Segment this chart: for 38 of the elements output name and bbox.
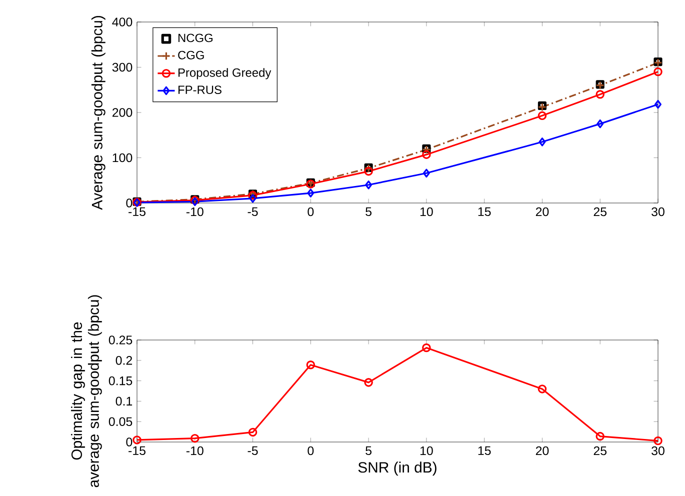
x-tick-label: 10 [420,446,433,456]
legend-label: CGG [178,50,204,60]
y-tick-label: 400 [112,18,132,26]
x-tick-label: 20 [536,446,549,456]
x-tick-label: 25 [594,207,607,216]
y-tick-label: 0.05 [108,417,132,426]
y-tick-label: 0.1 [116,396,132,406]
x-tick-label: 15 [478,446,491,456]
y-tick-label: 0.2 [116,356,132,365]
x-tick-label: -15 [128,446,146,456]
x-tick-label: 5 [366,207,372,216]
x-tick-label: 30 [652,207,664,216]
y-tick-label: 200 [112,108,132,117]
legend-label: Proposed Greedy [178,68,272,80]
y-tick-label: 0.25 [108,336,132,344]
y-tick-label: 0.15 [108,376,132,386]
x-tick-label: 20 [536,207,549,216]
y-axis-title: Average sum-goodput (bpcu) [91,16,106,210]
x-tick-label: 25 [594,446,607,456]
legend-label: NCGG [178,34,212,42]
x-tick-label: -5 [248,446,258,456]
x-axis-title: SNR (in dB) [358,462,436,476]
x-tick-label: 5 [366,446,372,456]
legend-label: FP-RUS [178,86,222,94]
x-tick-label: 10 [420,207,433,216]
x-tick-label: -10 [186,207,204,216]
x-tick-label: 0 [308,446,314,456]
y-tick-label: 100 [112,153,132,162]
y-axis-title: Optimality gap in the average sum-goodput (bpcu) [71,295,102,488]
x-tick-label: 15 [478,207,491,216]
y-tick-label: 300 [112,62,132,72]
y-tick-label: 0 [126,198,132,208]
x-tick-label: 30 [652,446,664,456]
y-tick-label: 0 [126,438,132,446]
x-tick-label: -15 [128,207,146,216]
x-tick-label: 0 [308,207,314,216]
x-tick-label: -10 [186,446,204,456]
x-tick-label: -5 [248,207,258,216]
